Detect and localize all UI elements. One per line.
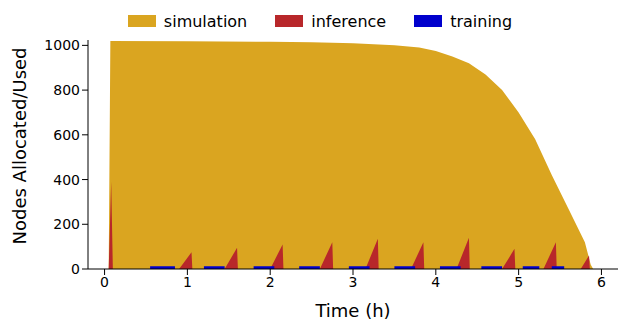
svg-text:Nodes Allocated/Used: Nodes Allocated/Used (9, 47, 30, 244)
svg-text:400: 400 (53, 172, 80, 188)
svg-text:800: 800 (53, 82, 80, 98)
svg-text:2: 2 (266, 274, 275, 290)
html-text:training: training (450, 11, 513, 31)
svg-text:4: 4 (431, 274, 440, 290)
svg-text:1000: 1000 (44, 37, 80, 53)
svg-text:Time (h): Time (h) (314, 300, 390, 321)
svg-text:200: 200 (53, 216, 80, 232)
html-text:simulation: simulation (163, 11, 248, 31)
svg-text:3: 3 (349, 274, 358, 290)
svg-text:0: 0 (100, 274, 109, 290)
html-text:inference: inference (311, 11, 387, 31)
svg-text:6: 6 (597, 274, 606, 290)
svg-text:600: 600 (53, 127, 80, 143)
svg-text:0: 0 (71, 261, 80, 277)
svg-text:1: 1 (183, 274, 192, 290)
svg-text:5: 5 (514, 274, 523, 290)
